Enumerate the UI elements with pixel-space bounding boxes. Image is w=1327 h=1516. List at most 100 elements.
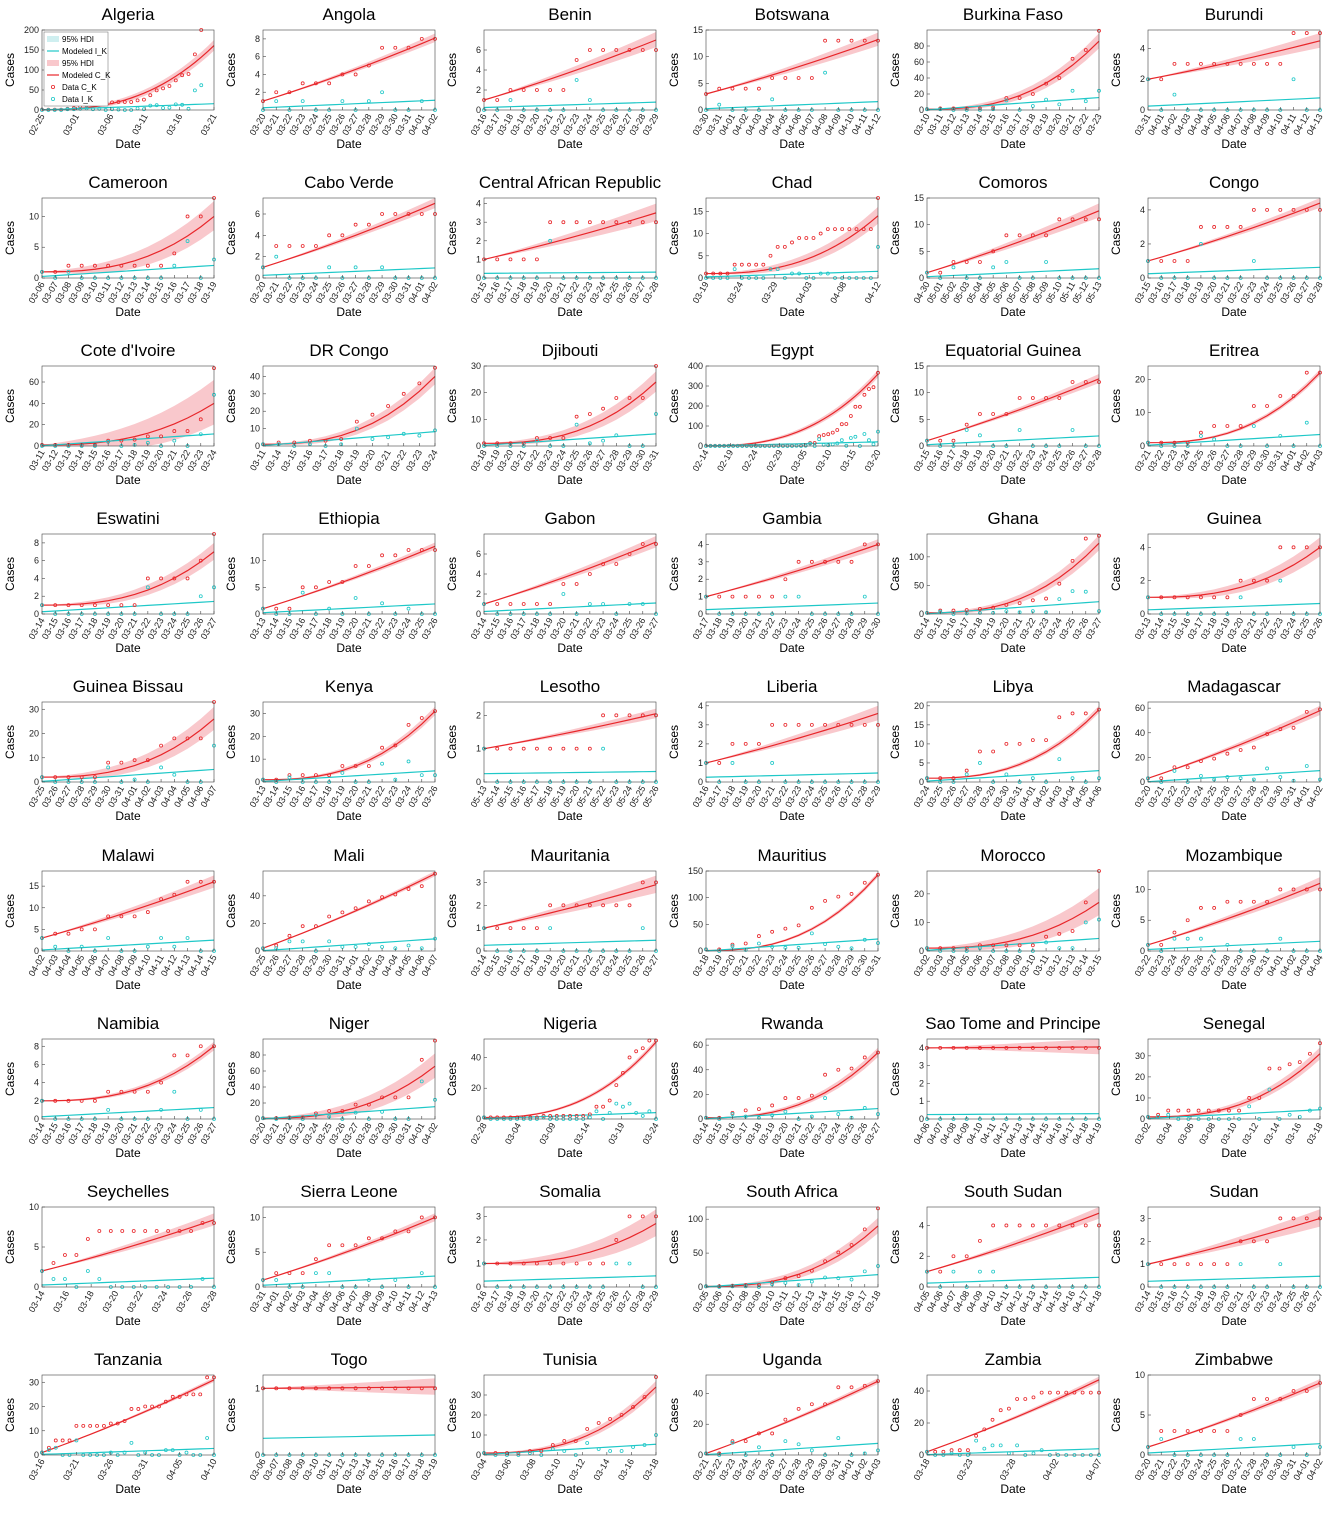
chart-svg: Ethiopia051003-1303-1403-1503-1603-1703-… [224,509,440,655]
data-c-point [933,1449,937,1454]
y-tick-label: 40 [250,1082,260,1092]
chart-svg: Libya0510152003-2403-2503-2603-2703-2803… [888,677,1104,823]
modeled-i-line [263,1434,436,1439]
data-i-point [380,265,385,270]
chart-svg: Kenya010203003-1303-1403-1503-1603-1703-… [224,677,440,823]
data-c-point [367,1102,371,1107]
y-tick-label: 4 [476,569,481,579]
data-c-point [809,723,814,728]
data-c-point [1185,259,1190,263]
data-c-point [287,933,292,938]
data-c-point [809,905,814,910]
y-tick-label: 2 [1140,74,1145,84]
data-i-point [730,1111,734,1116]
data-c-point [796,236,801,240]
data-c-point [314,1111,319,1115]
modeled-i-line [41,103,215,111]
data-c-point [93,926,97,931]
chart-title: Zimbabwe [1195,1350,1273,1369]
chart-panel: Madagascar 0 20 40 60 03-20 03-21 03-22 03-23 03-… [1106,672,1327,840]
data-c-point [548,220,553,225]
data-i-point [1247,1104,1252,1108]
modeled-c-line [263,1216,436,1281]
data-c-point [1043,396,1048,401]
data-c-point [159,1080,163,1085]
plot-frame [1147,197,1321,279]
x-tick-label: 03-20 [862,448,882,473]
data-c-point [1225,61,1230,66]
y-tick-label: 0 [476,441,481,451]
data-c-point [783,1275,787,1280]
data-c-point [79,926,84,931]
data-c-point [274,1270,279,1275]
data-c-point [185,429,190,434]
y-tick-label: 1 [255,1383,260,1393]
x-axis-label: Date [558,809,584,823]
data-i-point [154,103,159,108]
y-tick-label: 4 [1140,43,1145,53]
hdi-band-c [484,1380,657,1454]
data-i-point [135,106,140,111]
y-tick-label: 200 [688,401,703,411]
data-c-point [66,775,71,780]
data-c-point [730,1439,734,1443]
data-c-point [991,942,995,947]
data-i-point [1004,260,1009,264]
modeled-c-line [926,901,1100,949]
y-tick-label: 6 [255,52,260,62]
data-c-point [730,742,734,747]
chart-panel: Algeria 0 50 100 150 200 02-25 03-01 03-06 03-11 0… [0,0,221,168]
data-c-point [120,1228,125,1233]
chart-panel: Equatorial Guinea 0 5 10 15 03-15 03-16 03-17 03… [885,336,1106,504]
data-i-point [1004,772,1009,777]
x-axis-label: Date [779,1146,805,1160]
data-c-point [1238,1412,1243,1417]
y-tick-label: 20 [693,1419,703,1429]
data-c-point [542,1113,546,1118]
chart-svg: Gambia0123403-1703-1803-1903-2003-2103-2… [667,509,883,655]
data-i-point [809,1279,814,1284]
data-c-point [353,564,358,569]
y-tick-label: 20 [29,420,39,430]
data-c-point [274,607,279,611]
data-c-point [88,1423,93,1428]
x-tick-label: 03-16 [1283,1121,1303,1146]
data-c-point [1043,81,1048,86]
y-tick-label: 0 [1140,105,1145,115]
data-i-point [991,265,995,270]
plot-frame [484,702,657,783]
data-c-point [353,764,358,769]
data-c-point [1278,394,1283,399]
data-i-point [51,1276,56,1281]
data-c-point [191,1392,196,1397]
y-axis-label: Cases [3,557,17,591]
plot-frame [262,365,436,447]
data-c-point [380,894,385,899]
data-c-point [367,564,371,569]
data-c-point [353,1102,358,1107]
data-c-point [1199,430,1203,435]
y-tick-label: 3 [919,1060,924,1070]
data-c-point [339,437,344,442]
data-c-point [300,923,305,928]
data-i-point [1199,936,1203,941]
data-c-point [119,438,124,443]
data-c-point [406,1386,411,1391]
y-tick-label: 2 [476,85,481,95]
chart-panel: Mali 0 20 40 03-25 03-26 03-27 03-28 03-29 03-30 0… [221,841,442,1009]
y-axis-label: Cases [445,1398,459,1432]
data-c-point [548,747,553,751]
data-i-point [172,438,177,443]
x-tick-label: 03-19 [607,1121,627,1146]
data-c-point [340,1386,345,1391]
data-c-point [1017,742,1022,747]
data-i-point [420,1079,424,1083]
data-i-point [508,98,513,102]
chart-title: Libya [992,677,1033,696]
y-tick-label: 10 [471,415,481,425]
hdi-band-c [926,1376,1099,1452]
data-c-point [1083,536,1088,541]
hdi-band-c [42,201,214,274]
y-tick-label: 15 [693,25,703,35]
